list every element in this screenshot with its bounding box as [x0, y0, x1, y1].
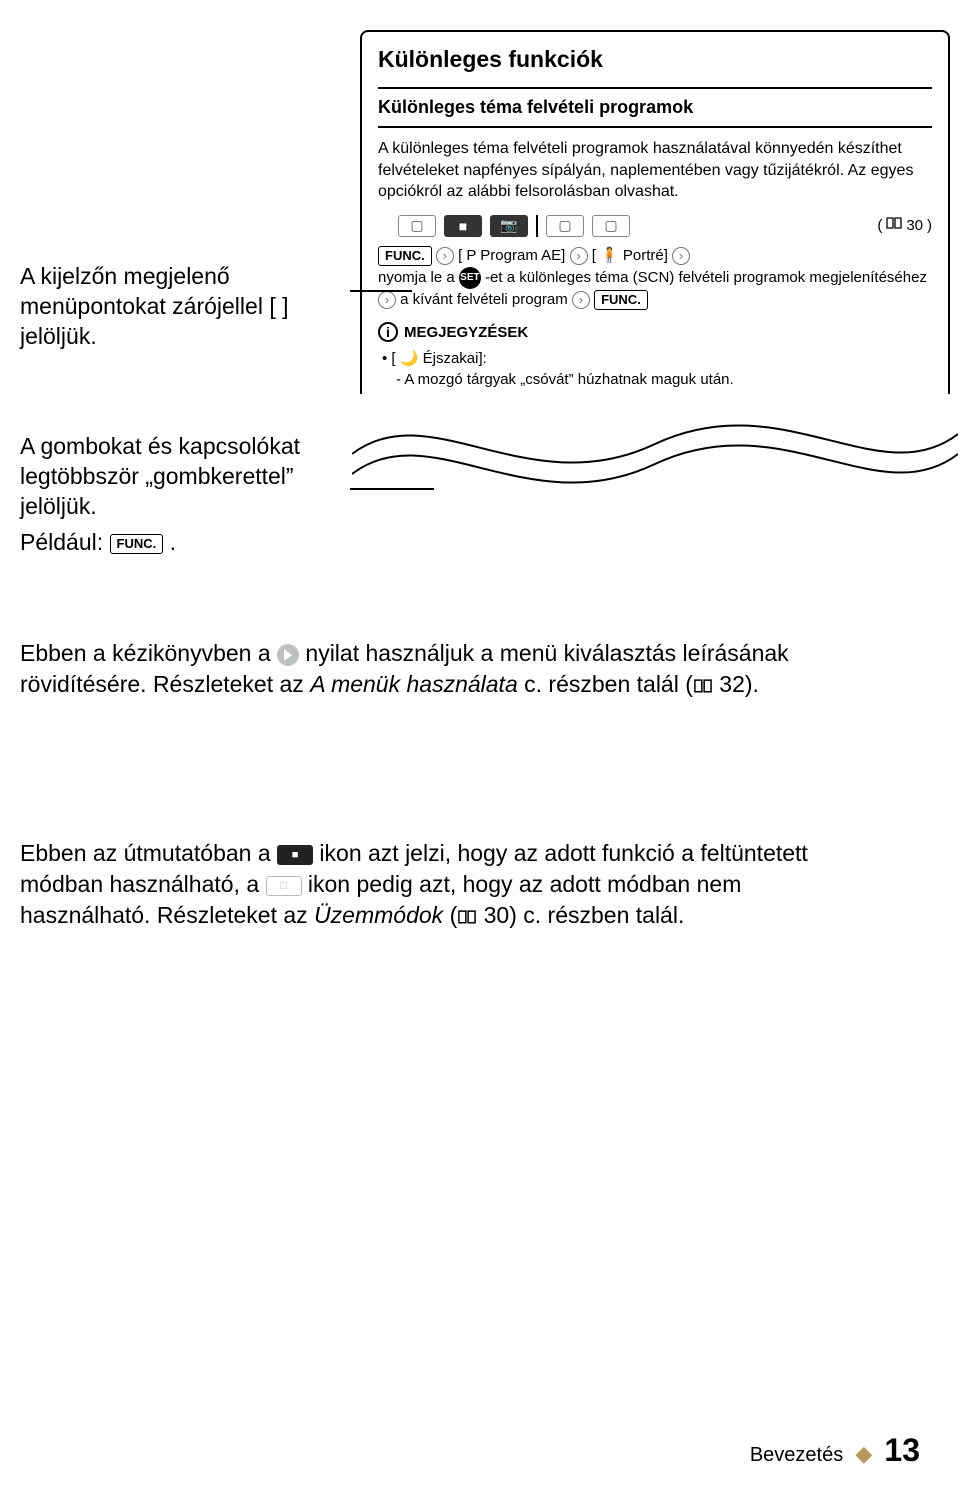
mode-icon: ■: [444, 215, 482, 237]
steps: FUNC. › [ P Program AE] › [ 🧍 Portré] › …: [378, 245, 932, 311]
p2-ref: 30: [484, 902, 510, 928]
mode-icon: ▢: [546, 215, 584, 237]
proceed-arrow-icon: [277, 644, 299, 666]
mode-icon: 📷: [490, 215, 528, 237]
notes-header-text: MEGJEGYZÉSEK: [404, 324, 528, 341]
mode-bar: ▢ ■ 📷 ▢ ▢ ( 30): [378, 215, 932, 237]
func-badge: FUNC.: [110, 534, 164, 554]
func-badge: FUNC.: [594, 290, 648, 310]
book-icon: [457, 902, 477, 933]
footer-section: Bevezetés: [750, 1444, 843, 1466]
info-icon: i: [378, 322, 398, 342]
p1-t4: ).: [745, 671, 759, 697]
book-icon: [886, 217, 902, 234]
step-portre: [ 🧍 Portré]: [592, 247, 668, 264]
excerpt-body: A különleges téma felvételi programok ha…: [378, 138, 932, 203]
wave-mask: [352, 394, 958, 554]
annotation-buttonframe-text: A gombokat és kapcsolókat legtöbbször „g…: [20, 432, 350, 522]
page-ref-number: 30: [906, 217, 923, 234]
annotation-example: Például: FUNC. .: [20, 528, 350, 558]
annotation-example-label: Például:: [20, 529, 103, 555]
arrow-icon: ›: [378, 291, 396, 309]
mode-icon: ▢: [398, 215, 436, 237]
paragraph-arrow: Ebben a kézikönyvben a nyilat használjuk…: [20, 638, 870, 702]
annotation-brackets: A kijelzőn megjelenő menüpontokat záróje…: [20, 262, 350, 352]
excerpt-panel: Különleges funkciók Különleges téma felv…: [360, 30, 950, 476]
step-text: a kívánt felvételi program: [400, 291, 568, 308]
arrow-icon: ›: [570, 247, 588, 265]
mode-separator: [536, 215, 538, 237]
leader-line: [350, 488, 434, 490]
p1-italic: A menük használata: [310, 671, 518, 697]
arrow-icon: ›: [436, 247, 454, 265]
arrow-icon: ›: [672, 247, 690, 265]
mode-icon-ghost: □: [266, 876, 302, 896]
step-programae: [ P Program AE]: [458, 247, 565, 264]
step-text: nyomja le a: [378, 269, 455, 286]
leader-line: [350, 290, 412, 292]
p1-t3: c. részben talál (: [524, 671, 693, 697]
p1-t1: Ebben a kézikönyvben a: [20, 640, 271, 666]
footer-page: 13: [884, 1432, 920, 1468]
annotation-brackets-text: A kijelzőn megjelenő menüpontokat záróje…: [20, 263, 289, 349]
step-text: -et a különleges téma (SCN) felvételi pr…: [485, 269, 927, 286]
arrow-icon: ›: [572, 291, 590, 309]
p2-italic: Üzemmódok: [314, 902, 443, 928]
page-ref: ( 30): [877, 217, 932, 234]
list-item: - A mozgó tárgyak „csóvát” húzhatnak mag…: [382, 369, 932, 390]
mode-icons: ▢ ■ 📷 ▢ ▢: [398, 215, 630, 237]
notes-header: i MEGJEGYZÉSEK: [378, 322, 932, 342]
paragraph-modeicon: Ebben az útmutatóban a ■ ikon azt jelzi,…: [20, 838, 870, 933]
annotation-buttonframe: A gombokat és kapcsolókat legtöbbször „g…: [20, 432, 350, 558]
excerpt-title: Különleges funkciók: [378, 46, 932, 73]
excerpt-subtitle: Különleges téma felvételi programok: [378, 87, 932, 128]
p2-t5: ) c. részben talál.: [509, 902, 684, 928]
diamond-icon: ◆: [855, 1441, 872, 1466]
p2-t1: Ebben az útmutatóban a: [20, 840, 271, 866]
mode-icon: ▢: [592, 215, 630, 237]
mode-icon-dark: ■: [277, 845, 313, 865]
footer: Bevezetés ◆ 13: [750, 1432, 920, 1469]
func-badge: FUNC.: [378, 246, 432, 266]
p2-t4: (: [450, 902, 458, 928]
book-icon: [693, 671, 713, 702]
set-badge: SET: [459, 267, 481, 289]
list-item: • [ 🌙 Éjszakai]:: [382, 348, 932, 369]
p1-ref: 32: [719, 671, 745, 697]
